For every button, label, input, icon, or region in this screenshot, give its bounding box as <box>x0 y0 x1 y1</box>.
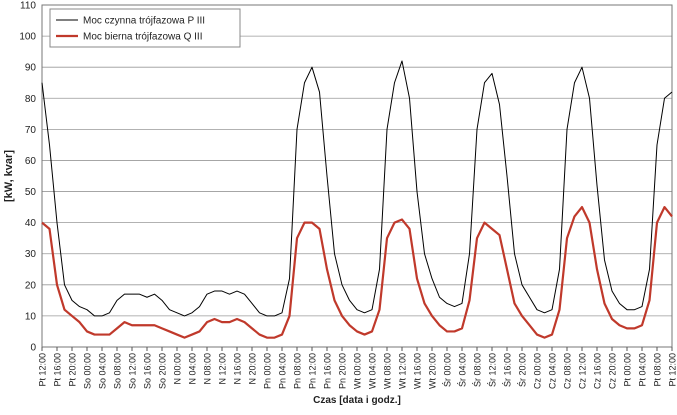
plot-frame <box>42 5 672 347</box>
x-tick-label: Wt 20:00 <box>428 353 438 389</box>
x-tick-label: Cz 16:00 <box>593 353 603 389</box>
x-tick-label: Cz 00:00 <box>533 353 543 389</box>
x-tick-label: Pn 08:00 <box>293 353 303 389</box>
y-tick-label: 90 <box>25 63 37 74</box>
y-tick-label: 110 <box>20 1 36 12</box>
x-tick-label: N 08:00 <box>203 353 213 385</box>
legend-label: Moc bierna trójfazowa Q III <box>83 32 203 43</box>
y-tick-label: 80 <box>25 94 37 105</box>
x-tick-label: N 16:00 <box>233 353 243 385</box>
x-tick-label: Śr 12:00 <box>487 353 498 387</box>
x-axis-label: Czas [data i godz.] <box>313 395 401 406</box>
x-tick-label: Cz 04:00 <box>548 353 558 389</box>
x-tick-label: Pt 12:00 <box>38 353 48 387</box>
x-tick-label: So 00:00 <box>83 353 93 389</box>
x-tick-label: Pn 00:00 <box>263 353 273 389</box>
x-tick-label: Wt 04:00 <box>368 353 378 389</box>
x-tick-label: Pt 04:00 <box>638 353 648 387</box>
series-line <box>42 61 672 316</box>
y-tick-label: 100 <box>19 32 36 43</box>
x-tick-label: N 00:00 <box>173 353 183 385</box>
y-tick-label: 70 <box>25 125 37 136</box>
x-tick-label: Wt 00:00 <box>353 353 363 389</box>
x-tick-label: N 20:00 <box>248 353 258 385</box>
x-tick-label: So 08:00 <box>113 353 123 389</box>
y-tick-label: 60 <box>25 156 37 167</box>
x-tick-label: Cz 12:00 <box>578 353 588 389</box>
legend-label: Moc czynna trójfazowa P III <box>83 16 205 27</box>
x-tick-label: Śr 16:00 <box>502 353 513 387</box>
x-tick-label: So 12:00 <box>128 353 138 389</box>
x-tick-label: N 12:00 <box>218 353 228 385</box>
x-tick-label: Pn 20:00 <box>338 353 348 389</box>
x-tick-label: Śr 08:00 <box>472 353 483 387</box>
x-tick-label: Pt 20:00 <box>68 353 78 387</box>
x-tick-label: Śr 00:00 <box>442 353 453 387</box>
x-tick-label: Pn 12:00 <box>308 353 318 389</box>
x-tick-label: So 16:00 <box>143 353 153 389</box>
x-tick-label: N 04:00 <box>188 353 198 385</box>
x-tick-label: Śr 20:00 <box>517 353 528 387</box>
x-tick-label: Pt 08:00 <box>653 353 663 387</box>
y-tick-label: 0 <box>30 343 36 354</box>
y-tick-label: 10 <box>25 311 37 322</box>
x-tick-label: Wt 16:00 <box>413 353 423 389</box>
y-tick-label: 30 <box>25 249 37 260</box>
y-tick-label: 40 <box>25 218 37 229</box>
x-tick-label: Śr 04:00 <box>457 353 468 387</box>
x-tick-label: So 20:00 <box>158 353 168 389</box>
x-tick-label: Pt 12:00 <box>668 353 677 387</box>
x-tick-label: Pt 00:00 <box>623 353 633 387</box>
x-tick-label: Cz 08:00 <box>563 353 573 389</box>
series-line <box>42 207 672 338</box>
x-tick-label: Pn 16:00 <box>323 353 333 389</box>
y-tick-label: 20 <box>25 280 37 291</box>
y-tick-label: 50 <box>25 187 37 198</box>
x-tick-label: Cz 20:00 <box>608 353 618 389</box>
x-tick-label: Pt 16:00 <box>53 353 63 387</box>
x-tick-label: Wt 08:00 <box>383 353 393 389</box>
x-tick-label: So 04:00 <box>98 353 108 389</box>
x-tick-label: Wt 12:00 <box>398 353 408 389</box>
y-axis-label: [kW, kvar] <box>3 150 15 202</box>
x-tick-label: Pn 04:00 <box>278 353 288 389</box>
